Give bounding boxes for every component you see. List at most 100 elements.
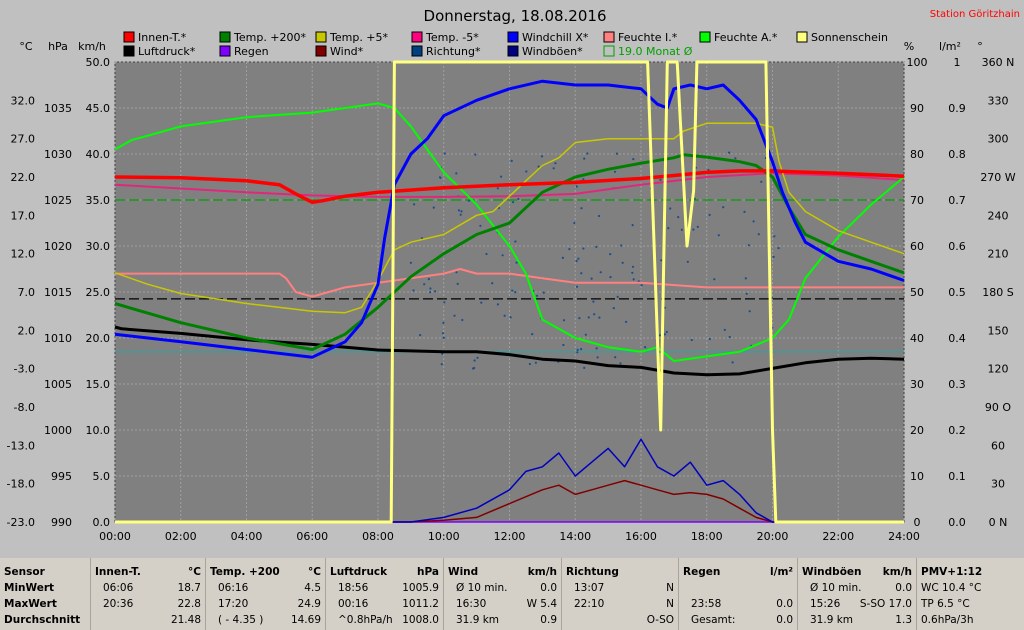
legend-label: Richtung*	[426, 45, 481, 58]
wind-direction-dot	[696, 225, 699, 228]
wind-direction-dot	[582, 247, 585, 250]
stats-cell-time: 13:07	[574, 582, 605, 594]
tick-time: 12:00	[494, 530, 526, 543]
wind-direction-dot	[427, 278, 430, 281]
series-line	[115, 479, 904, 523]
tick-percent: 90	[910, 102, 924, 115]
stats-cell: MinWert	[4, 582, 55, 594]
wind-direction-dot	[528, 362, 532, 366]
stats-column: Regen l/m² 23:58 0.0 Gesamt: 0.0	[678, 558, 797, 630]
wind-direction-dot	[597, 214, 601, 218]
tick-percent: 20	[910, 424, 924, 437]
stats-row: 00:16 1011.2	[330, 596, 439, 612]
stats-header: Temp. +200 °C	[210, 564, 321, 580]
wind-direction-dot	[717, 234, 720, 237]
stats-cell-value: 1008.0	[402, 614, 439, 626]
series-line	[115, 268, 904, 298]
wind-direction-dot	[440, 363, 443, 366]
wind-direction-dot	[777, 247, 780, 250]
legend-swatch	[315, 31, 327, 43]
wind-direction-dot	[595, 347, 598, 350]
stats-cell-time: 22:10	[574, 598, 605, 610]
wind-direction-dot	[586, 152, 589, 155]
wind-direction-dot	[453, 314, 456, 317]
stats-cell: Durchschnitt	[4, 614, 81, 626]
tick-lm2: 0.2	[948, 424, 966, 437]
wind-direction-dot	[525, 170, 528, 173]
tick-hpa: 995	[51, 470, 72, 483]
tick-percent: 0	[914, 516, 921, 529]
legend-swatch	[315, 45, 327, 57]
wind-direction-dot	[540, 155, 544, 158]
tick-celsius: 2.0	[18, 324, 36, 337]
tick-percent: 70	[910, 194, 924, 207]
wind-direction-dot	[760, 180, 763, 183]
wind-direction-dot	[474, 153, 477, 156]
tick-lm2: 0.3	[948, 378, 966, 391]
tick-celsius: 12.0	[11, 248, 36, 261]
stats-cell: WC 10.4 °C	[921, 582, 982, 594]
wind-direction-dot	[517, 197, 520, 201]
tick-celsius: 7.0	[18, 286, 36, 299]
legend-swatch	[219, 45, 231, 57]
tick-celsius: -3.0	[14, 363, 35, 376]
wind-direction-dot	[713, 278, 716, 281]
tick-lm2: 0.8	[948, 148, 966, 161]
wind-direction-dot	[510, 159, 513, 162]
tick-time: 16:00	[625, 530, 657, 543]
legend-label: Innen-T.*	[138, 31, 187, 44]
legend-label: Sonnenschein	[811, 31, 888, 44]
weather-chart: Donnerstag, 18.08.2016 Station Göritzhai…	[0, 0, 1024, 558]
stats-cell-value: 1.3	[895, 614, 912, 626]
wind-direction-dot	[752, 220, 755, 223]
stats-cell: TP 6.5 °C	[921, 598, 970, 610]
stats-header: PMV+1:12	[921, 564, 1020, 580]
wind-direction-dot	[625, 320, 628, 323]
wind-direction-dot	[644, 346, 647, 349]
legend: Innen-T.* Temp. +200* Temp. +5* Temp. -5* Wi…	[123, 31, 888, 58]
stats-unit: °C	[188, 566, 201, 578]
wind-direction-dot	[658, 334, 662, 337]
tick-time: 02:00	[165, 530, 197, 543]
legend-label: Temp. -5*	[425, 31, 479, 44]
tick-deg: 60	[991, 439, 1005, 452]
wind-direction-dot	[575, 285, 579, 288]
stats-cell-value: 1011.2	[402, 598, 439, 610]
wind-direction-dot	[413, 203, 416, 206]
wind-direction-dot	[660, 259, 663, 262]
wind-direction-dot	[631, 265, 635, 268]
legend-swatch	[507, 31, 519, 43]
stats-row: Ø 10 min. 0.0	[802, 580, 912, 596]
wind-direction-dot	[491, 282, 494, 285]
wind-direction-dot	[598, 316, 601, 319]
wind-direction-dot	[542, 291, 545, 294]
stats-row: 22:10 N	[566, 596, 674, 612]
wind-direction-dot	[456, 282, 459, 285]
wind-direction-dot	[659, 178, 662, 181]
stats-header: Sensor	[4, 564, 86, 580]
legend-label: Windböen*	[522, 45, 583, 58]
unit-celsius: °C	[19, 40, 33, 53]
wind-direction-dot	[592, 300, 595, 303]
tick-hpa: 1000	[44, 424, 72, 437]
legend-swatch	[123, 45, 135, 57]
wind-direction-dot	[583, 366, 586, 369]
stats-cell: MaxWert	[4, 598, 57, 610]
wind-direction-dot	[419, 334, 422, 337]
wind-direction-dot	[496, 187, 499, 190]
wind-direction-dot	[632, 278, 635, 281]
wind-direction-dot	[747, 244, 751, 247]
wind-direction-dot	[663, 333, 667, 336]
stats-row: 16:30 W 5.4	[448, 596, 557, 612]
stats-unit: hPa	[417, 566, 439, 578]
tick-percent: 10	[910, 470, 924, 483]
tick-kmh: 50.0	[86, 56, 111, 69]
wind-direction-dot	[562, 343, 565, 347]
wind-direction-dot	[511, 201, 515, 204]
stats-header: Windböen km/h	[802, 564, 912, 580]
tick-hpa: 1010	[44, 332, 72, 345]
stats-title: Innen-T.	[95, 566, 141, 578]
stats-row: 15:26 S-SO 17.0	[802, 596, 912, 612]
stats-unit: km/h	[527, 566, 557, 578]
legend-label: Temp. +5*	[329, 31, 389, 44]
